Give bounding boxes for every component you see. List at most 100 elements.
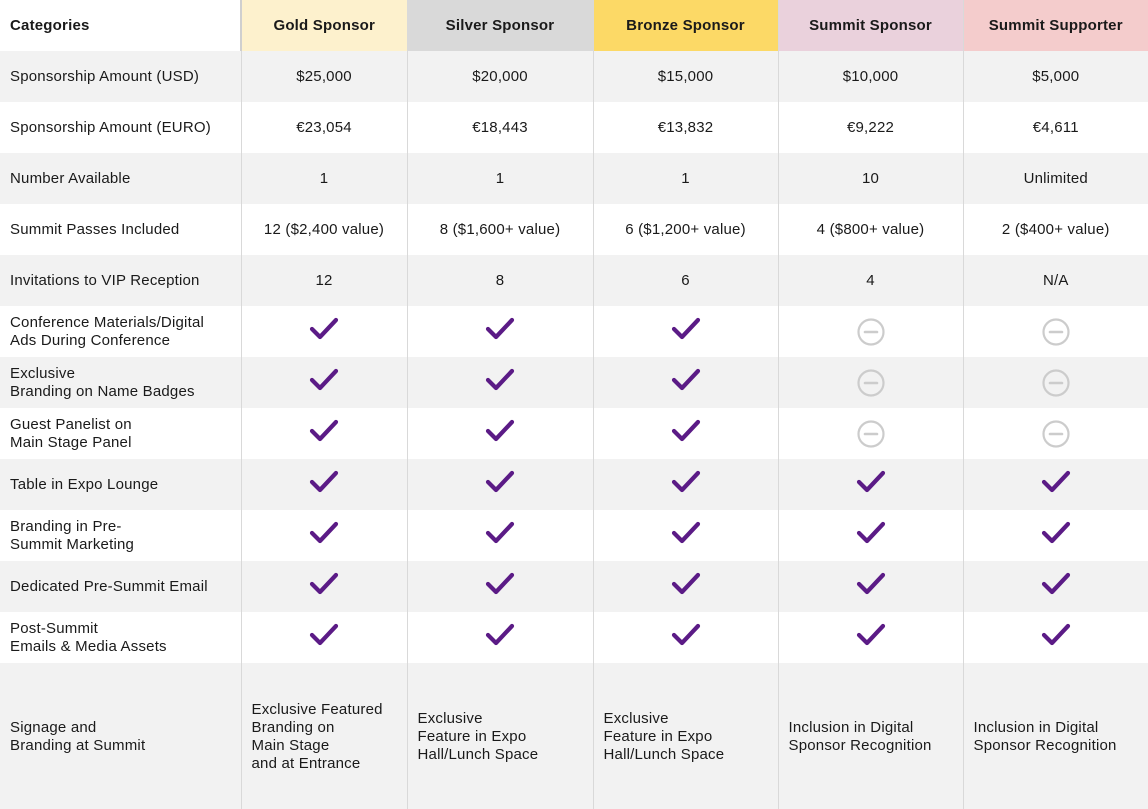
header-summit-sponsor: Summit Sponsor	[777, 0, 963, 51]
table-cell	[962, 306, 1148, 357]
table-cell	[406, 612, 593, 663]
table-cell	[777, 459, 963, 510]
table-cell: $25,000	[240, 51, 407, 102]
table-cell	[777, 408, 963, 459]
check-icon	[485, 521, 515, 551]
table-cell: $20,000	[406, 51, 593, 102]
table-cell	[240, 612, 407, 663]
table-cell	[592, 459, 778, 510]
table-cell: €23,054	[240, 102, 407, 153]
table-cell	[592, 306, 778, 357]
table-cell: €18,443	[406, 102, 593, 153]
table-cell	[962, 612, 1148, 663]
signage-text: Exclusive Feature in Expo Hall/Lunch Spa…	[603, 709, 725, 763]
signage-text: Inclusion in Digital Sponsor Recognition	[973, 718, 1117, 754]
table-cell: Exclusive Featured Branding on Main Stag…	[240, 663, 407, 809]
table-cell	[592, 408, 778, 459]
table-cell: 4 ($800+ value)	[777, 204, 963, 255]
row-label: Branding in Pre- Summit Marketing	[0, 510, 241, 561]
table-cell: 2 ($400+ value)	[962, 204, 1148, 255]
table-cell: 1	[240, 153, 407, 204]
minus-circle-icon	[856, 317, 886, 347]
table-cell: 10	[777, 153, 963, 204]
row-label: Table in Expo Lounge	[0, 459, 241, 510]
row-label: Sponsorship Amount (EURO)	[0, 102, 241, 153]
table-cell: Exclusive Feature in Expo Hall/Lunch Spa…	[406, 663, 593, 809]
check-icon	[856, 521, 886, 551]
table-row: Branding in Pre- Summit Marketing	[0, 510, 1148, 561]
table-row: Exclusive Branding on Name Badges	[0, 357, 1148, 408]
table-row: Sponsorship Amount (USD) $25,000 $20,000…	[0, 51, 1148, 102]
table-cell: €9,222	[777, 102, 963, 153]
check-icon	[309, 368, 339, 398]
check-icon	[485, 470, 515, 500]
table-row: Post-Summit Emails & Media Assets	[0, 612, 1148, 663]
table-row-signage: Signage and Branding at Summit Exclusive…	[0, 663, 1148, 809]
minus-circle-icon	[1041, 419, 1071, 449]
row-label: Post-Summit Emails & Media Assets	[0, 612, 241, 663]
row-label-text: Post-Summit Emails & Media Assets	[10, 619, 167, 655]
table-row: Dedicated Pre-Summit Email	[0, 561, 1148, 612]
signage-text: Exclusive Feature in Expo Hall/Lunch Spa…	[417, 709, 539, 763]
check-icon	[671, 521, 701, 551]
row-label: Summit Passes Included	[0, 204, 241, 255]
row-label-text: Guest Panelist on Main Stage Panel	[10, 415, 132, 451]
table-cell	[592, 510, 778, 561]
table-cell	[406, 306, 593, 357]
check-icon	[309, 470, 339, 500]
table-cell	[592, 612, 778, 663]
table-row: Summit Passes Included 12 ($2,400 value)…	[0, 204, 1148, 255]
minus-circle-icon	[856, 368, 886, 398]
row-label: Number Available	[0, 153, 241, 204]
table-cell	[962, 561, 1148, 612]
check-icon	[1041, 623, 1071, 653]
check-icon	[1041, 521, 1071, 551]
signage-text: Exclusive Featured Branding on Main Stag…	[251, 700, 383, 772]
table-row: Number Available 1 1 1 10 Unlimited	[0, 153, 1148, 204]
check-icon	[671, 419, 701, 449]
table-cell: €4,611	[962, 102, 1148, 153]
table-row: Table in Expo Lounge	[0, 459, 1148, 510]
header-categories: Categories	[0, 0, 242, 51]
minus-circle-icon	[1041, 368, 1071, 398]
table-cell	[777, 510, 963, 561]
table-cell	[240, 510, 407, 561]
row-label-text: Conference Materials/Digital Ads During …	[10, 313, 205, 349]
table-cell	[777, 561, 963, 612]
table-cell: 8 ($1,600+ value)	[406, 204, 593, 255]
row-label: Dedicated Pre-Summit Email	[0, 561, 241, 612]
table-cell	[240, 357, 407, 408]
table-cell: Inclusion in Digital Sponsor Recognition	[777, 663, 963, 809]
header-silver-sponsor: Silver Sponsor	[406, 0, 593, 51]
row-label-text: Table in Expo Lounge	[10, 475, 159, 493]
table-cell: Unlimited	[962, 153, 1148, 204]
table-cell: Inclusion in Digital Sponsor Recognition	[962, 663, 1148, 809]
table-cell	[406, 561, 593, 612]
table-cell: N/A	[962, 255, 1148, 306]
table-cell	[777, 357, 963, 408]
table-cell	[962, 459, 1148, 510]
table-cell: €13,832	[592, 102, 778, 153]
row-label: Sponsorship Amount (USD)	[0, 51, 241, 102]
check-icon	[1041, 572, 1071, 602]
table-cell: 1	[406, 153, 593, 204]
check-icon	[485, 317, 515, 347]
table-cell	[406, 510, 593, 561]
check-icon	[309, 521, 339, 551]
table-cell: $15,000	[592, 51, 778, 102]
check-icon	[671, 623, 701, 653]
table-cell	[592, 357, 778, 408]
check-icon	[671, 317, 701, 347]
row-label-text: Exclusive Branding on Name Badges	[10, 364, 195, 400]
table-cell	[962, 357, 1148, 408]
table-cell	[240, 306, 407, 357]
table-row: Invitations to VIP Reception 12 8 6 4 N/…	[0, 255, 1148, 306]
check-icon	[485, 368, 515, 398]
table-cell	[592, 561, 778, 612]
header-summit-supporter: Summit Supporter	[962, 0, 1148, 51]
table-cell: 12	[240, 255, 407, 306]
minus-circle-icon	[1041, 317, 1071, 347]
check-icon	[856, 623, 886, 653]
table-cell: 6	[592, 255, 778, 306]
check-icon	[309, 317, 339, 347]
